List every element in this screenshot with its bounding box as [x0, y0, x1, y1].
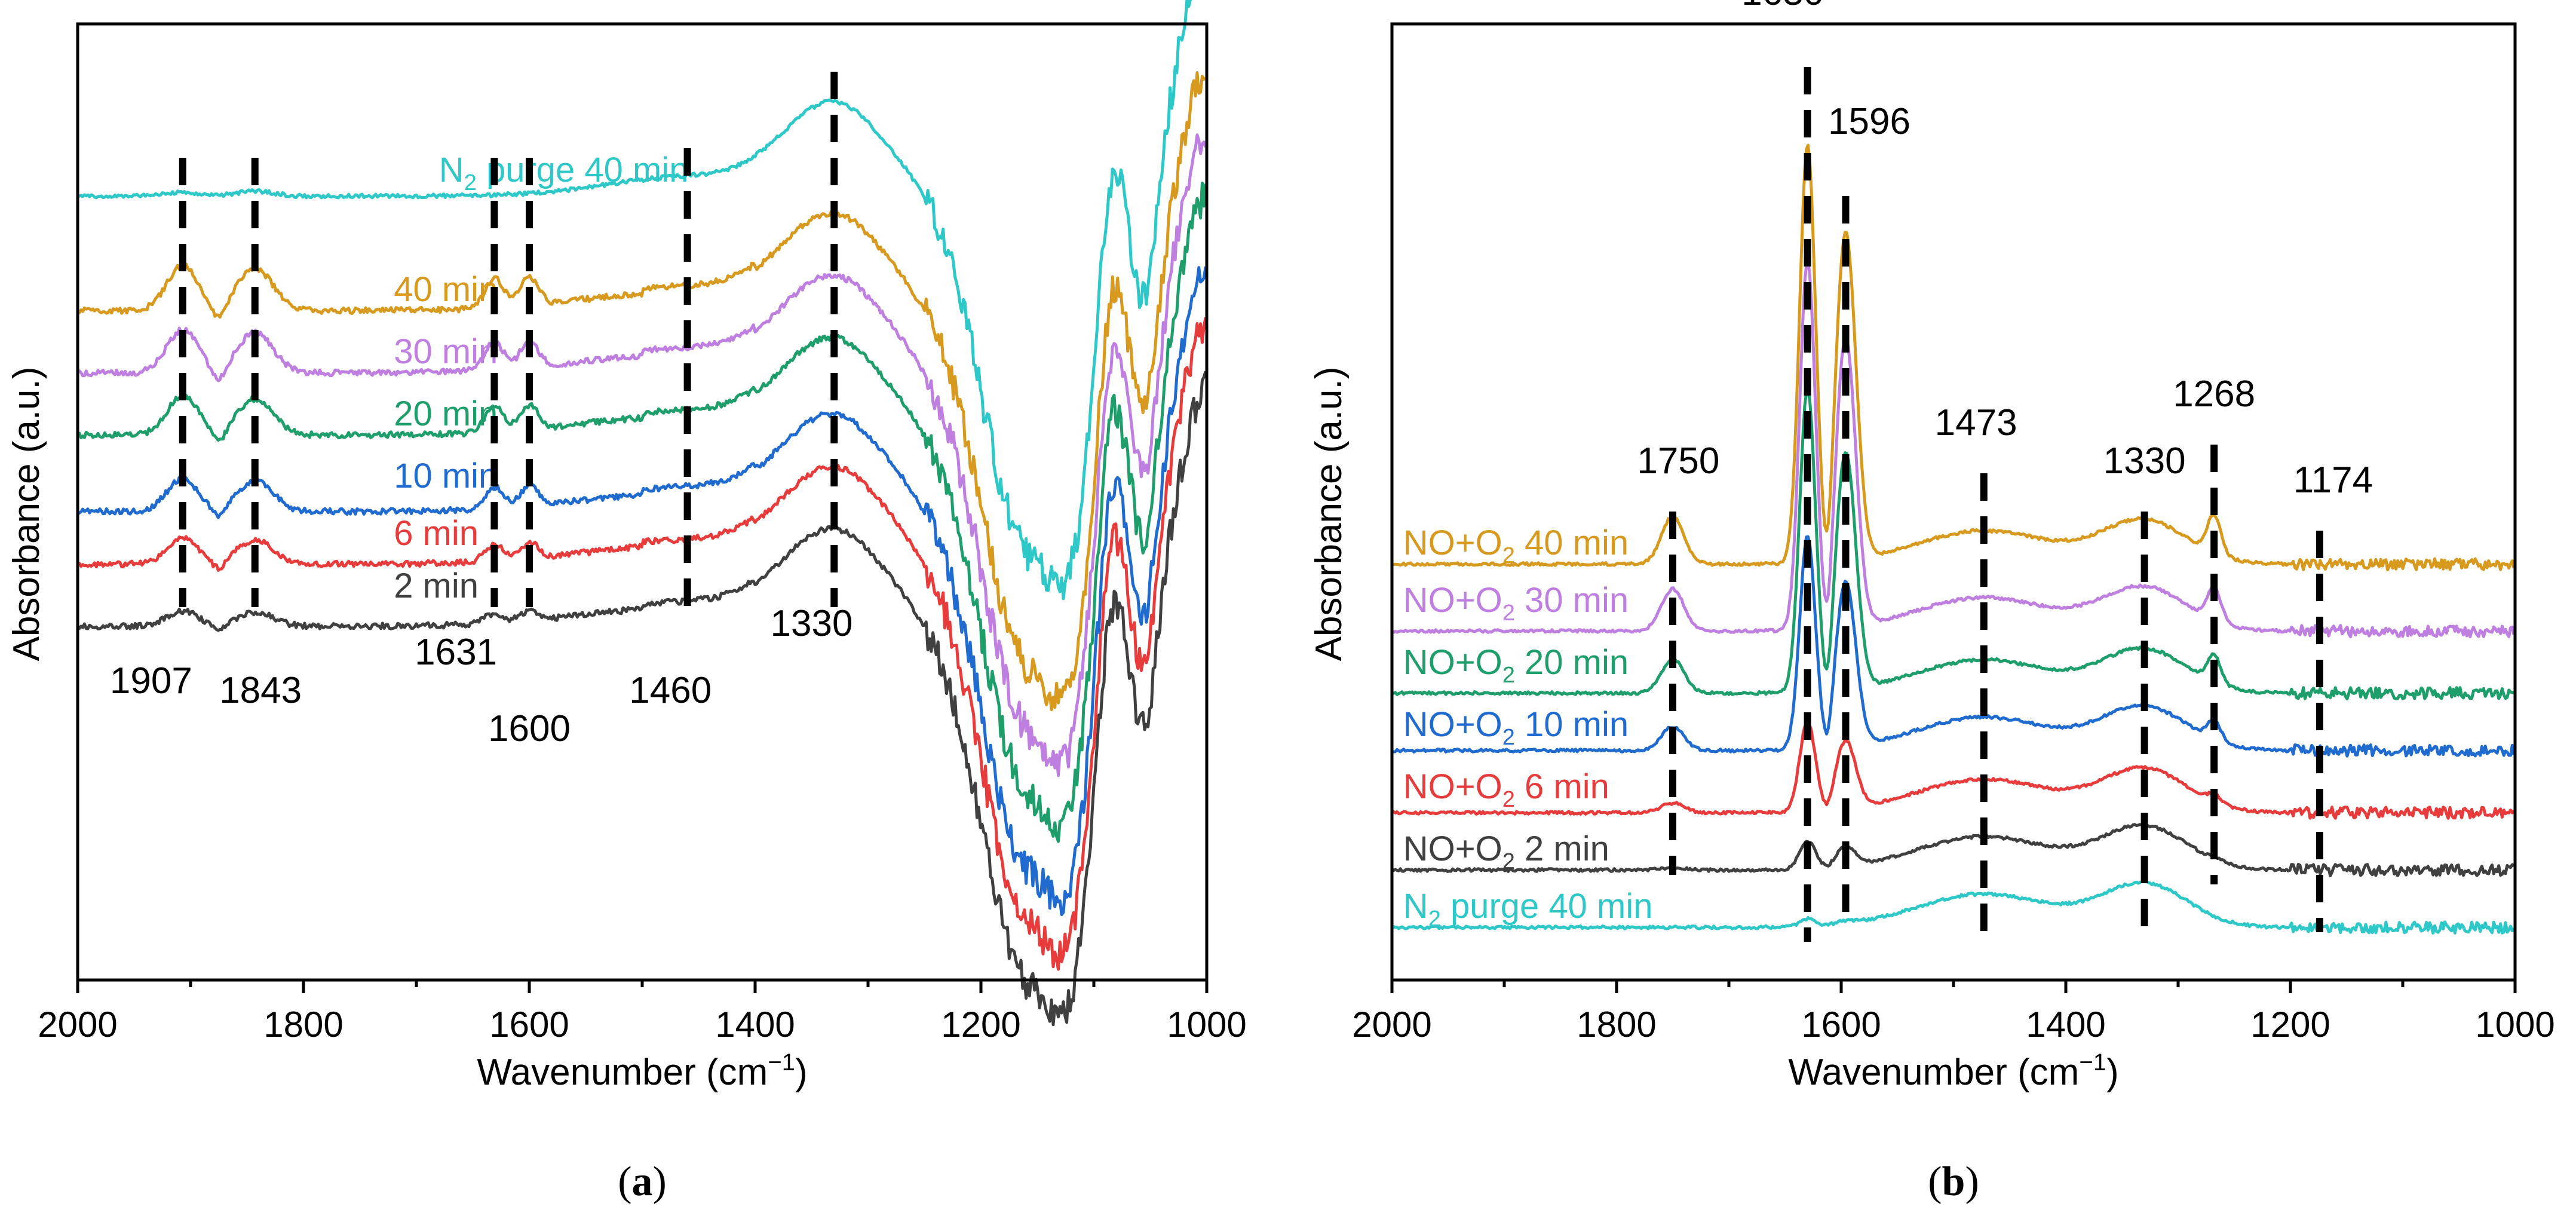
panel-b: N2 purge 40 min NO+O2 2 min NO+O2 6 min NO+…	[1308, 0, 2555, 1205]
y-axis-title-b: Absorbance (a.u.)	[1308, 367, 1350, 662]
peak-label-a-1843: 1843	[219, 670, 302, 711]
peak-label-b-1596: 1596	[1828, 101, 1910, 142]
series-label-b-2: NO+O2 2 min	[1403, 829, 1609, 874]
series-label-b-1: N2 purge 40 min	[1403, 887, 1653, 932]
x-axis-title-b: Wavenumber (cm−1)	[1788, 1049, 2118, 1093]
x-tick-label-a-1600: 1600	[489, 1005, 569, 1045]
series-line-a-5	[77, 133, 1207, 777]
x-tick-label-b-1000: 1000	[2475, 1005, 2554, 1045]
x-tick-label-b-1600: 1600	[1801, 1005, 1881, 1045]
x-tick-label-a-1000: 1000	[1167, 1005, 1246, 1045]
peak-label-b-1330: 1330	[2103, 440, 2186, 482]
series-line-a-2	[77, 317, 1207, 971]
series-line-b-4	[1391, 535, 2516, 758]
x-axis-title-a: Wavenumber (cm−1)	[477, 1049, 807, 1093]
series-label-a-5: 30 min	[394, 332, 498, 371]
series-label-a-7: N2 purge 40 min	[439, 151, 689, 195]
x-tick-label-b-1200: 1200	[2250, 1005, 2330, 1045]
series-label-b-6: NO+O2 30 min	[1403, 581, 1629, 626]
peak-label-b-1268: 1268	[2173, 373, 2255, 415]
peak-label-a-1330: 1330	[771, 603, 853, 644]
series-line-b-6	[1391, 259, 2516, 639]
peak-label-b-1630: 1630	[1741, 0, 1824, 13]
series-label-b-7: NO+O2 40 min	[1403, 523, 1629, 568]
series-label-a-4: 20 min	[394, 394, 498, 433]
peak-label-a-1460: 1460	[629, 670, 712, 711]
series-label-a-1: 2 min	[394, 566, 479, 605]
x-tick-label-a-2000: 2000	[38, 1005, 117, 1045]
series-line-a-7	[76, 0, 1192, 601]
series-line-a-3	[76, 266, 1207, 916]
y-axis-title-a: Absorbance (a.u.)	[6, 367, 47, 662]
x-tick-label-b-2000: 2000	[1352, 1005, 1431, 1045]
series-line-b-5	[1391, 388, 2514, 701]
peak-label-a-1631: 1631	[415, 632, 497, 673]
x-tick-label-a-1800: 1800	[263, 1005, 343, 1045]
series-label-a-2: 6 min	[394, 514, 479, 553]
panel-label-a: (a)	[618, 1159, 667, 1205]
x-tick-label-a-1200: 1200	[941, 1005, 1020, 1045]
series-line-a-4	[76, 181, 1207, 843]
peak-label-b-1174: 1174	[2293, 460, 2373, 501]
peak-label-a-1907: 1907	[110, 660, 192, 702]
series-line-b-2	[1391, 823, 2515, 877]
x-tick-label-b-1400: 1400	[2026, 1005, 2105, 1045]
panel-a: 2 min 6 min 10 min 20 min 30 min 40 min N2 pur…	[6, 0, 1247, 1205]
series-line-a-1	[77, 370, 1207, 1027]
x-tick-label-b-1800: 1800	[1577, 1005, 1656, 1045]
series-label-a-3: 10 min	[394, 457, 498, 495]
peak-label-a-1600: 1600	[488, 708, 571, 749]
series-label-b-4: NO+O2 10 min	[1403, 705, 1629, 750]
series-label-b-5: NO+O2 20 min	[1403, 643, 1629, 688]
series-line-b-3	[1391, 721, 2516, 820]
series-line-b-7	[1391, 143, 2516, 571]
series-line-b-1	[1391, 879, 2516, 935]
peak-label-b-1750: 1750	[1637, 440, 1719, 482]
peak-label-b-1473: 1473	[1935, 402, 2017, 443]
series-line-a-6	[76, 71, 1207, 712]
series-label-b-3: NO+O2 6 min	[1403, 767, 1609, 812]
panel-label-b: (b)	[1928, 1159, 1979, 1205]
series-label-a-6: 40 min	[394, 270, 498, 309]
x-tick-label-a-1400: 1400	[715, 1005, 795, 1045]
